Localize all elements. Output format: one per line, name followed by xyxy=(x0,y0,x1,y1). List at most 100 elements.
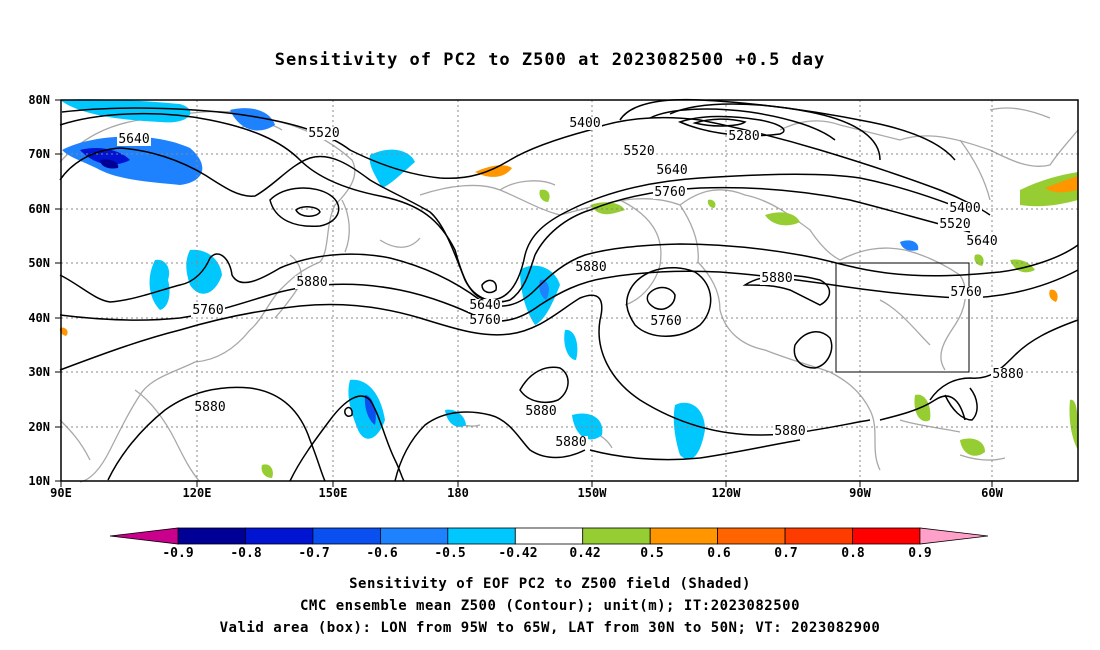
colorbar-label: -0.5 xyxy=(434,546,465,561)
shade-patch xyxy=(230,108,275,131)
contour-label-bg xyxy=(760,272,794,285)
caption-valid-area: Valid area (box): LON from 95W to 65W, L… xyxy=(219,620,881,636)
shade-patch xyxy=(186,249,222,294)
colorbar-label: -0.42 xyxy=(498,546,537,561)
lat-tick: 50N xyxy=(28,256,50,270)
shade-patch xyxy=(261,464,273,478)
colorbar-segment xyxy=(852,527,921,545)
shade-patch xyxy=(149,259,170,310)
colorbar-segment xyxy=(649,527,719,545)
contour-label: 5640 xyxy=(469,298,500,313)
shade-patch xyxy=(364,395,376,425)
shade-patch xyxy=(974,254,984,266)
lon-tick: 60W xyxy=(981,486,1003,500)
contour-label: 5520 xyxy=(623,144,654,159)
contour-label: 5880 xyxy=(525,404,556,419)
contour-label: 5880 xyxy=(761,271,792,286)
colorbar-label: 0.42 xyxy=(569,546,600,561)
shade-patch xyxy=(765,212,800,226)
contour-label-bg xyxy=(991,368,1025,381)
contour-label-bg xyxy=(653,186,687,199)
lon-tick-labels: 90E 120E 150E 180 150W 120W 90W 60W xyxy=(50,486,1003,500)
lat-tick: 10N xyxy=(28,474,50,488)
shade-patch xyxy=(475,165,512,177)
colorbar-segment xyxy=(177,527,246,545)
lon-tick: 150W xyxy=(578,486,608,500)
lat-tick: 20N xyxy=(28,420,50,434)
shade-patch xyxy=(960,438,985,456)
contour-label: 5640 xyxy=(656,163,687,178)
contour-label: 5760 xyxy=(950,285,981,300)
contour-label-bg xyxy=(524,405,558,418)
contour-label-bg xyxy=(938,218,972,231)
shade-patch xyxy=(1049,289,1058,302)
lon-tick: 90W xyxy=(849,486,871,500)
colorbar-high-arrow xyxy=(919,527,988,545)
shade-patch xyxy=(100,159,119,169)
tick-marks xyxy=(55,99,993,487)
contour-label: 5640 xyxy=(966,234,997,249)
shade-patch xyxy=(60,99,191,123)
contour-label: 5280 xyxy=(728,129,759,144)
contour-label-bg xyxy=(949,286,983,299)
contour-label-bg xyxy=(622,145,656,158)
shade-patch xyxy=(564,329,578,360)
contour-label: 5760 xyxy=(469,313,500,328)
shade-patch xyxy=(369,149,415,188)
map-title: Sensitivity of PC2 to Z500 at 2023082500… xyxy=(274,50,826,70)
lon-tick: 120E xyxy=(183,486,212,500)
lat-tick-labels: 80N 70N 60N 50N 40N 30N 20N 10N xyxy=(28,93,50,488)
contour-label-bg xyxy=(773,425,807,438)
colorbar-segment xyxy=(784,527,853,545)
colorbar-label: -0.8 xyxy=(230,546,261,561)
contour-label-bg xyxy=(117,133,151,146)
contour-label: 5760 xyxy=(650,314,681,329)
contour-label-bg xyxy=(468,314,502,327)
shade-patch xyxy=(590,202,625,215)
lat-tick: 80N xyxy=(28,93,50,107)
lat-tick: 70N xyxy=(28,147,50,161)
contour-label-bg xyxy=(295,276,329,289)
lat-tick: 60N xyxy=(28,202,50,216)
colorbar-label: 0.6 xyxy=(707,546,731,561)
contour-label: 5880 xyxy=(992,367,1023,382)
valid-area-box xyxy=(835,262,970,373)
contour-label-bg xyxy=(965,235,999,248)
colorbar-label: -0.6 xyxy=(366,546,397,561)
contour-label-bg xyxy=(948,202,982,215)
contour-label: 5520 xyxy=(939,217,970,232)
caption-block: Sensitivity of EOF PC2 to Z500 field (Sh… xyxy=(0,573,1100,639)
shade-patch xyxy=(914,394,931,422)
coastlines xyxy=(59,107,1079,483)
shade-patch xyxy=(539,189,550,202)
shade-patch xyxy=(539,279,549,300)
contour-label: 5760 xyxy=(654,185,685,200)
lat-tick: 40N xyxy=(28,311,50,325)
contour-labels: 5640 552054005280552056405760540055205640… xyxy=(117,116,1025,450)
caption-contour: CMC ensemble mean Z500 (Contour); unit(m… xyxy=(299,598,800,614)
lon-tick: 90E xyxy=(50,486,72,500)
colorbar-segment xyxy=(312,527,381,545)
colorbar-segment xyxy=(379,527,449,545)
colorbar-label: 0.8 xyxy=(841,546,865,561)
colorbar-labels: -0.9 -0.8 -0.7 -0.6 -0.5 -0.42 0.42 0.5 … xyxy=(162,546,931,561)
shade-patch xyxy=(1045,176,1078,193)
z500-contours xyxy=(59,98,1079,482)
contour-label: 5640 xyxy=(118,132,149,147)
colorbar-segment xyxy=(582,527,651,545)
lon-tick: 150E xyxy=(319,486,348,500)
caption-shading: Sensitivity of EOF PC2 to Z500 field (Sh… xyxy=(349,576,751,592)
contour-label-bg xyxy=(727,130,761,143)
contour-label-bg xyxy=(193,401,227,414)
lon-tick: 180 xyxy=(447,486,469,500)
shade-patch xyxy=(59,327,68,336)
lon-tick: 120W xyxy=(712,486,742,500)
colorbar-segment xyxy=(514,527,584,545)
contour-label: 5880 xyxy=(575,260,606,275)
colorbar xyxy=(109,527,988,545)
shade-patch xyxy=(520,265,560,325)
contour-label-bg xyxy=(568,117,602,130)
contour-label-bg xyxy=(554,436,588,449)
colorbar-segment xyxy=(717,527,786,545)
